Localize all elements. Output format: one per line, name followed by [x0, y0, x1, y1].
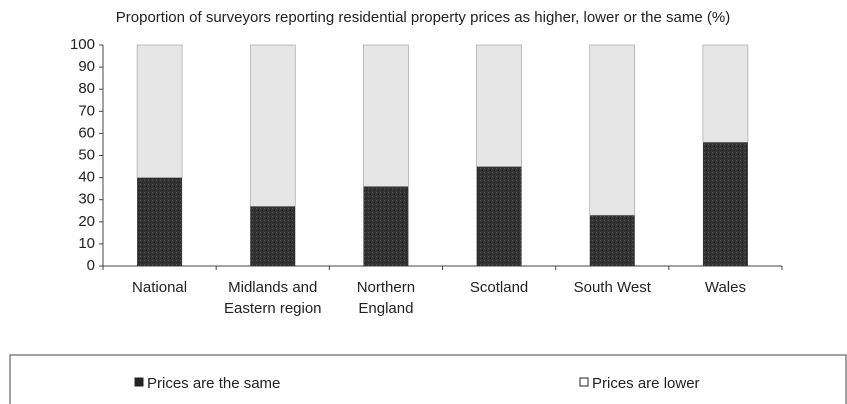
bar-segment: [476, 166, 522, 266]
bar-segment: [702, 44, 749, 143]
chart-title: Proportion of surveyors reporting reside…: [116, 9, 730, 26]
x-tick-label: Scotland: [469, 279, 529, 296]
x-tick-label: Wales: [704, 279, 746, 296]
legend-label: Prices are lower: [592, 375, 700, 392]
bar-segment: [589, 215, 635, 266]
bar-segment: [363, 44, 409, 187]
legend-label: Prices are the same: [147, 375, 280, 392]
x-tick-label: Northern England: [356, 279, 416, 317]
bar-segment: [589, 44, 636, 216]
y-tick-label: 80: [78, 80, 95, 97]
bar-segment: [136, 44, 183, 178]
x-tick-label: South West: [573, 279, 651, 296]
y-tick-label: 70: [78, 102, 95, 119]
y-tick-label: 50: [78, 146, 95, 163]
y-tick-label: 100: [70, 36, 95, 53]
legend-swatch: [579, 377, 589, 387]
bar-segment: [476, 44, 522, 167]
y-tick-label: 20: [78, 213, 95, 230]
legend-box: [9, 354, 847, 404]
legend-swatch: [134, 377, 144, 387]
bar-segment: [250, 206, 296, 266]
bar-segment: [702, 142, 748, 266]
y-tick-label: 90: [78, 58, 95, 75]
y-tick-label: 0: [87, 257, 95, 274]
x-tick-label: National: [132, 279, 188, 296]
y-tick-label: 60: [78, 124, 95, 141]
y-tick-label: 10: [78, 235, 95, 252]
y-tick-label: 30: [78, 191, 95, 208]
bar-segment: [137, 177, 183, 266]
y-tick-label: 40: [78, 169, 95, 186]
x-tick-label: Midlands and Eastern region: [223, 279, 322, 317]
bar-segment: [363, 186, 409, 266]
bar-segment: [249, 44, 296, 207]
